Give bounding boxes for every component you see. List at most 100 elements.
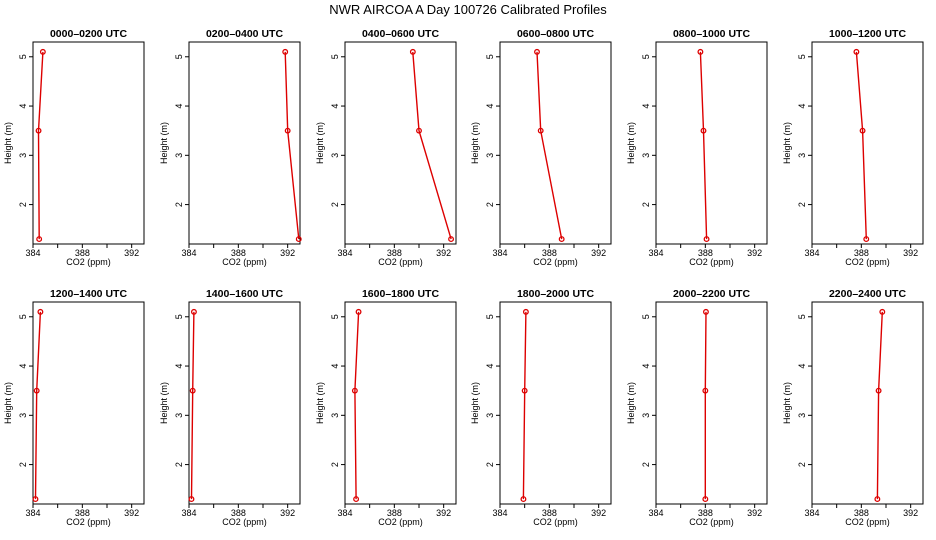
- data-point: [853, 48, 860, 55]
- plot-frame: [655, 301, 768, 505]
- data-point: [697, 48, 704, 55]
- y-tick-label: 5: [641, 314, 651, 319]
- panel-grid: 0000–0200 UTC 384 388 392 2 3 4 5 CO2 (ppm) Heigh…: [3, 28, 924, 527]
- x-tick-label: 388: [542, 508, 557, 518]
- x-tick-label: 392: [747, 508, 762, 518]
- panel-12: 2200–2400 UTC 384 388 392 2 3 4 5 CO2 (ppm) Heigh…: [782, 288, 924, 527]
- profile-line: [284, 51, 300, 240]
- panel-8: 1400–1600 UTC 384 388 392 2 3 4 5 CO2 (ppm) Heigh…: [159, 288, 301, 527]
- panel-title: 2200–2400 UTC: [829, 288, 906, 300]
- data-point: [32, 496, 39, 503]
- x-tick-label: 388: [387, 248, 402, 258]
- profile-line: [876, 311, 883, 500]
- y-tick-label: 5: [330, 54, 340, 59]
- y-tick-label: 2: [18, 202, 28, 207]
- y-tick-label: 4: [485, 364, 495, 369]
- x-tick-label: 392: [903, 248, 918, 258]
- data-point: [284, 127, 291, 134]
- y-tick-label: 2: [485, 202, 495, 207]
- x-tick-label: 388: [231, 508, 246, 518]
- x-tick-label: 392: [124, 248, 139, 258]
- y-tick-label: 4: [330, 104, 340, 109]
- y-tick-label: 5: [797, 54, 807, 59]
- chart-title: NWR AIRCOA A Day 100726 Calibrated Profi…: [329, 2, 607, 17]
- y-axis-label: Height (m): [782, 122, 792, 164]
- x-tick-label: 388: [542, 248, 557, 258]
- y-tick-label: 2: [174, 462, 184, 467]
- x-tick-label: 384: [804, 248, 819, 258]
- plot-frame: [811, 41, 924, 245]
- y-tick-label: 3: [641, 413, 651, 418]
- y-axis-label: Height (m): [782, 382, 792, 424]
- profile-line: [536, 51, 563, 240]
- x-tick-label: 384: [25, 508, 40, 518]
- plot-frame: [32, 301, 145, 505]
- x-tick-label: 384: [492, 508, 507, 518]
- y-tick-label: 3: [174, 413, 184, 418]
- panel-title: 1800–2000 UTC: [517, 288, 594, 300]
- y-tick-label: 5: [18, 54, 28, 59]
- y-axis-label: Height (m): [470, 122, 480, 164]
- x-tick-label: 392: [436, 508, 451, 518]
- x-tick-label: 388: [698, 508, 713, 518]
- panel-7: 1200–1400 UTC 384 388 392 2 3 4 5 CO2 (ppm) Heigh…: [3, 288, 145, 527]
- data-point: [409, 48, 416, 55]
- y-tick-label: 3: [797, 413, 807, 418]
- x-axis-label: CO2 (ppm): [66, 257, 111, 267]
- plot-frame: [655, 41, 768, 245]
- x-tick-label: 392: [280, 508, 295, 518]
- data-point: [700, 127, 707, 134]
- x-axis-label: CO2 (ppm): [66, 517, 111, 527]
- x-tick-label: 392: [591, 508, 606, 518]
- plot-frame: [188, 41, 301, 245]
- data-point: [188, 496, 195, 503]
- y-axis-label: Height (m): [470, 382, 480, 424]
- data-point: [879, 308, 886, 315]
- panel-11: 2000–2200 UTC 384 388 392 2 3 4 5 CO2 (ppm) Heigh…: [626, 288, 768, 527]
- data-point: [703, 236, 710, 243]
- y-tick-label: 5: [797, 314, 807, 319]
- x-axis-label: CO2 (ppm): [689, 517, 734, 527]
- y-tick-label: 5: [485, 314, 495, 319]
- x-tick-label: 384: [181, 508, 196, 518]
- data-point: [558, 236, 565, 243]
- y-axis-label: Height (m): [3, 122, 13, 164]
- y-tick-label: 4: [485, 104, 495, 109]
- data-point: [35, 127, 42, 134]
- data-point: [39, 48, 46, 55]
- data-point: [282, 48, 289, 55]
- y-axis-label: Height (m): [3, 382, 13, 424]
- data-point: [520, 496, 527, 503]
- profile-line: [704, 311, 707, 500]
- plot-frame: [811, 301, 924, 505]
- plot-frame: [32, 41, 145, 245]
- x-axis-label: CO2 (ppm): [222, 517, 267, 527]
- data-point: [33, 387, 40, 394]
- data-point: [190, 308, 197, 315]
- data-point: [521, 387, 528, 394]
- panel-title: 1000–1200 UTC: [829, 28, 906, 40]
- y-tick-label: 5: [18, 314, 28, 319]
- data-point: [37, 308, 44, 315]
- data-point: [416, 127, 422, 134]
- x-tick-label: 392: [124, 508, 139, 518]
- profile-line: [190, 311, 195, 500]
- data-point: [703, 308, 709, 315]
- y-tick-label: 4: [330, 364, 340, 369]
- y-tick-label: 3: [18, 413, 28, 418]
- y-tick-label: 5: [641, 54, 651, 59]
- data-point: [702, 496, 709, 503]
- x-tick-label: 388: [75, 248, 90, 258]
- y-tick-label: 3: [330, 413, 340, 418]
- y-tick-label: 3: [641, 153, 651, 158]
- panel-title: 0400–0600 UTC: [362, 28, 439, 40]
- profile-line: [412, 51, 452, 240]
- panel-3: 0400–0600 UTC 384 388 392 2 3 4 5 CO2 (ppm) Heigh…: [315, 28, 457, 267]
- x-tick-label: 384: [337, 248, 352, 258]
- x-tick-label: 384: [181, 248, 196, 258]
- x-axis-label: CO2 (ppm): [845, 257, 890, 267]
- panel-title: 0800–1000 UTC: [673, 28, 750, 40]
- y-tick-label: 3: [797, 153, 807, 158]
- profile-line: [699, 51, 708, 240]
- profile-line: [522, 311, 527, 500]
